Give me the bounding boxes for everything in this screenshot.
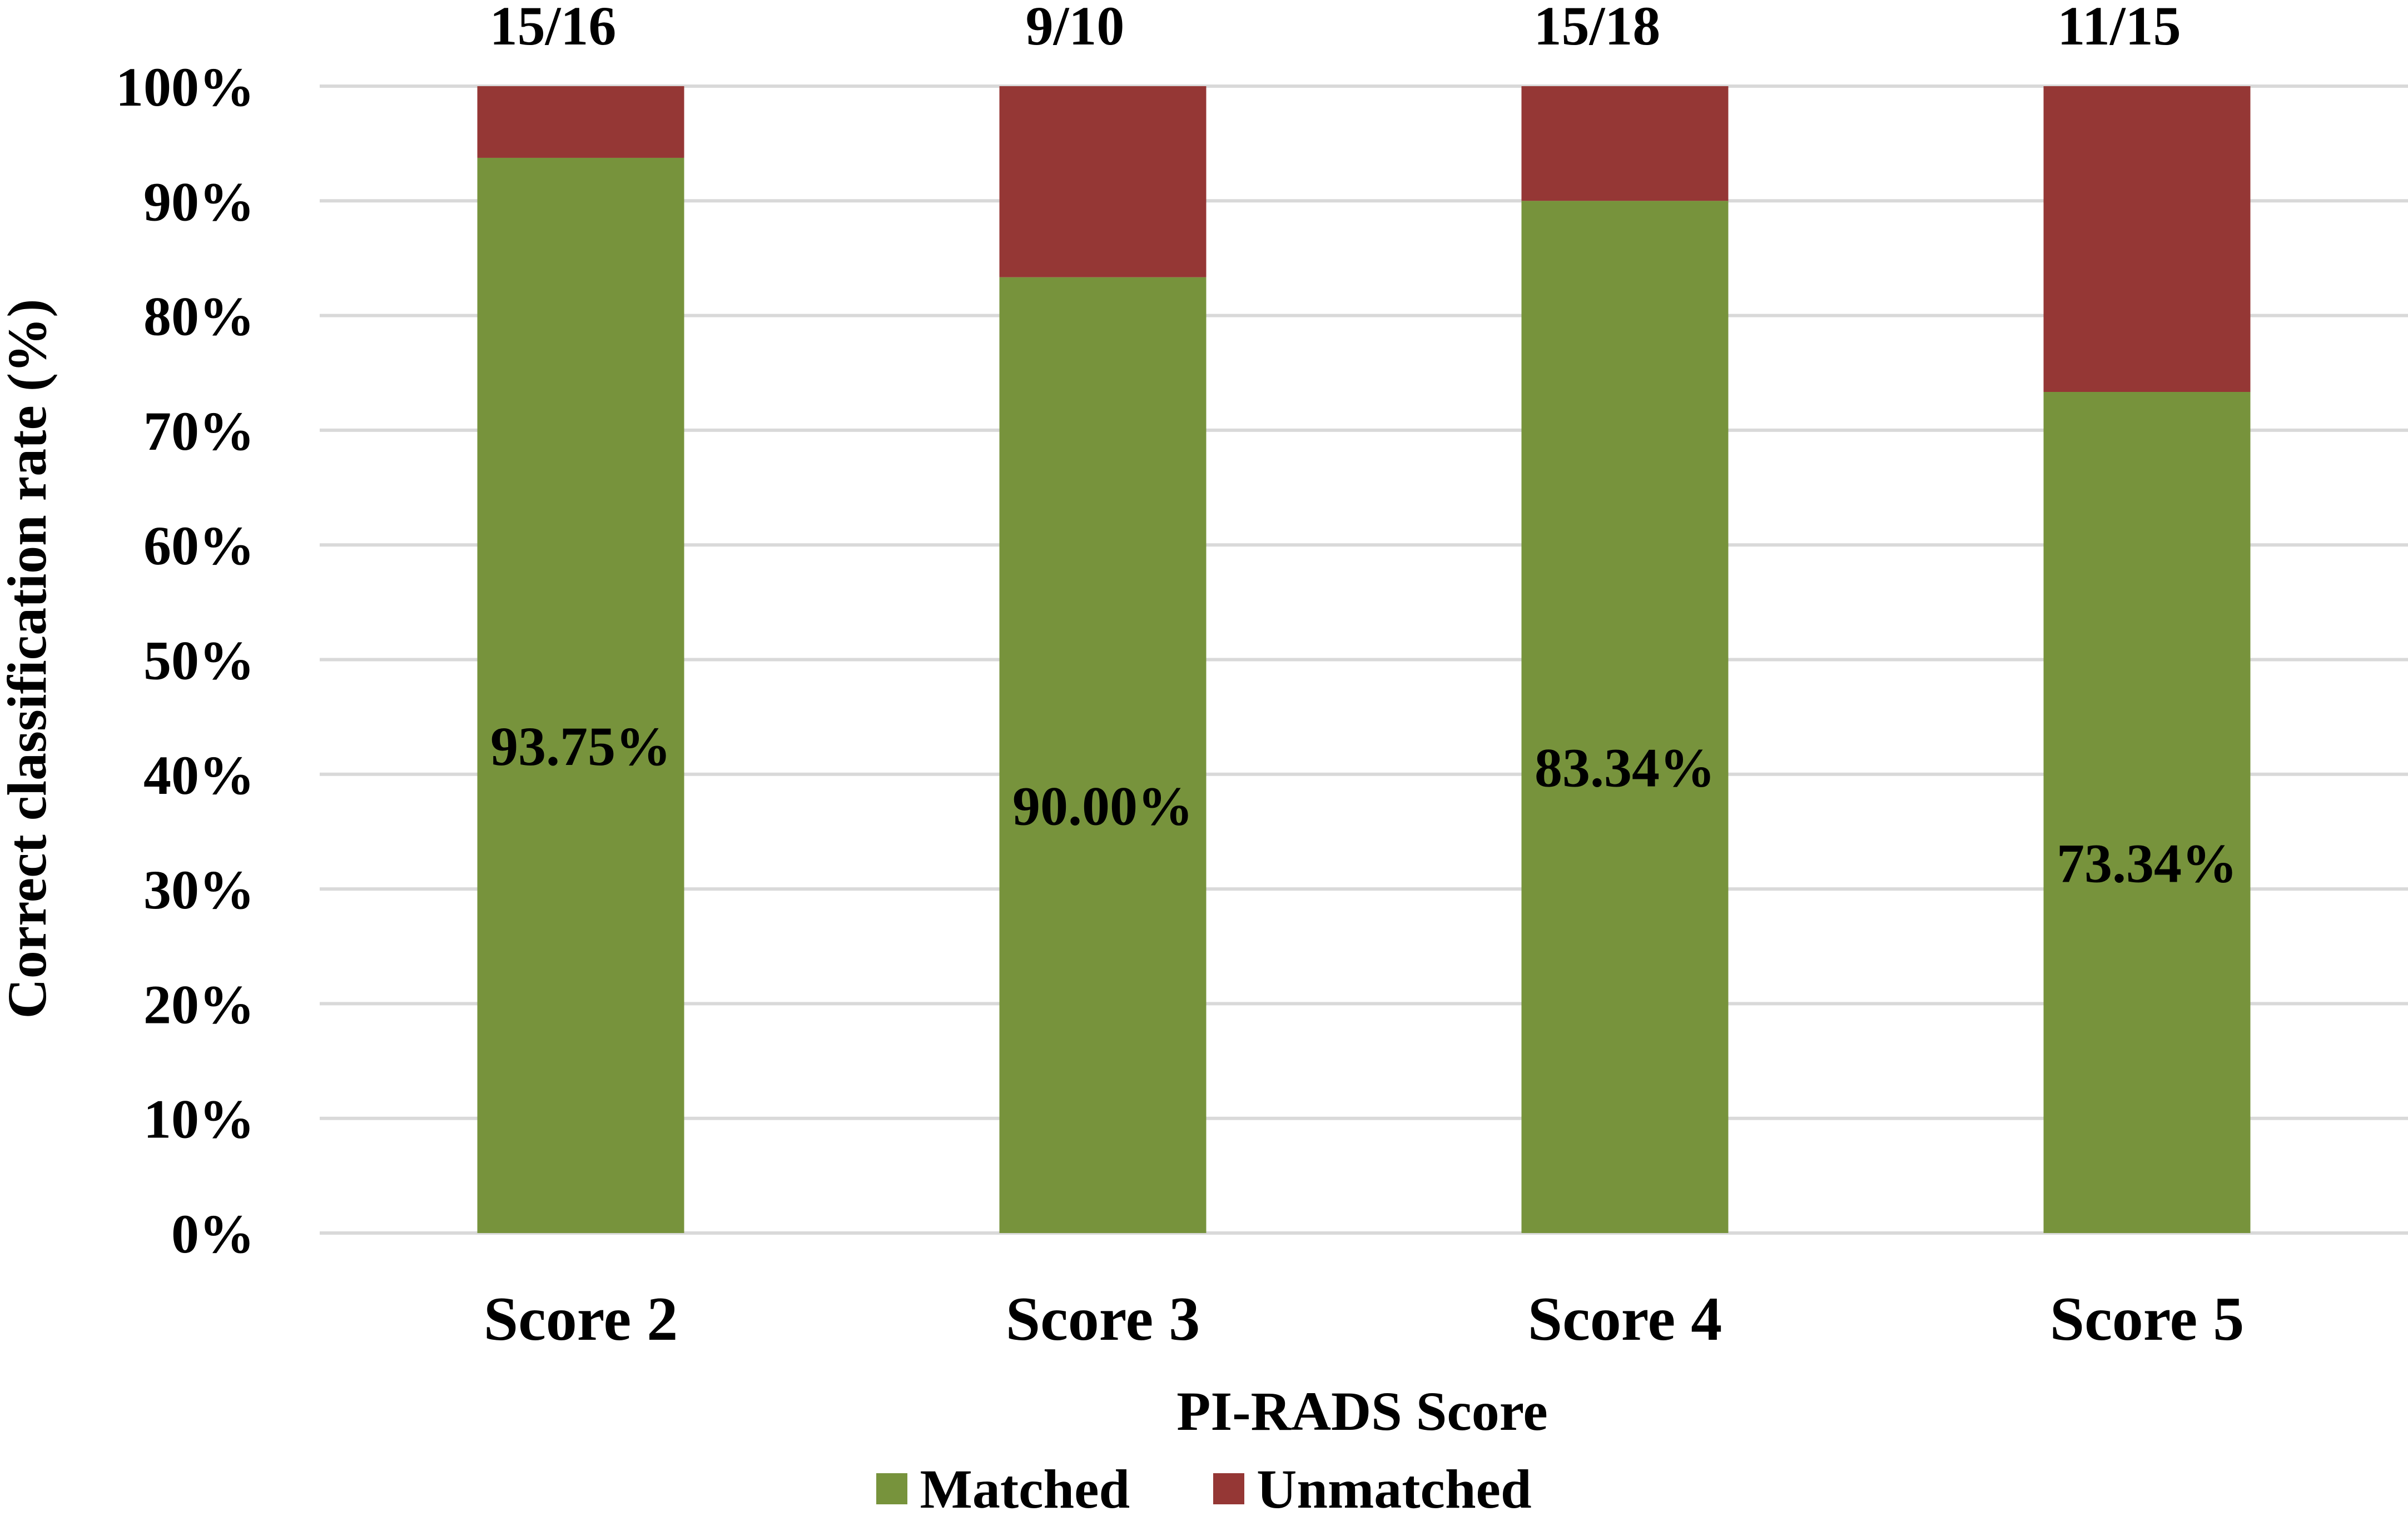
bar-labels: 93.75% 15/16 90.00% 9/10 83.34% 15/18 73.34% 11… [490,0,2237,894]
x-tick-label: Score 4 [1528,1285,1722,1354]
legend-swatch-matched [876,1473,908,1504]
bar-matched [477,157,684,1233]
y-tick-label: 90% [143,171,255,232]
bar-unmatched [2043,86,2251,392]
bars [477,86,2251,1233]
data-label: 93.75% [490,715,671,777]
bar-unmatched [999,86,1207,277]
bar-unmatched [477,86,684,158]
legend-label-matched: Matched [920,1458,1130,1520]
x-tick-label: Score 2 [484,1285,678,1354]
bar-matched [999,277,1207,1233]
y-tick-label: 50% [143,630,255,692]
bar-unmatched [1521,86,1729,201]
y-axis-title: Correct classification rate (%) [0,299,58,1019]
bar-matched [2043,391,2251,1233]
x-axis-tick-labels: Score 2 Score 3 Score 4 Score 5 [484,1285,2244,1354]
y-tick-label: 10% [143,1088,255,1150]
top-label: 15/16 [490,0,617,57]
y-tick-label: 100% [116,56,255,118]
y-tick-label: 60% [143,515,255,576]
y-tick-label: 30% [143,859,255,921]
bar-matched [1521,201,1729,1233]
top-label: 9/10 [1026,0,1125,57]
legend-label-unmatched: Unmatched [1257,1458,1532,1520]
top-label: 11/15 [2057,0,2181,57]
y-tick-label: 20% [143,973,255,1035]
y-tick-label: 70% [143,400,255,462]
y-tick-label: 80% [143,286,255,347]
y-axis-tick-labels: 0% 10% 20% 30% 40% 50% 60% 70% 80% 90% 100% [116,56,255,1265]
x-axis-title: PI-RADS Score [1176,1380,1548,1442]
x-tick-label: Score 3 [1006,1285,1200,1354]
y-tick-label: 40% [143,744,255,806]
data-label: 83.34% [1535,737,1715,799]
legend-item-matched: Matched [876,1457,1130,1521]
x-tick-label: Score 5 [2050,1285,2244,1354]
y-tick-label: 0% [171,1203,255,1265]
data-label: 90.00% [1012,775,1193,837]
top-label: 15/18 [1534,0,1661,57]
legend-swatch-unmatched [1213,1473,1245,1504]
legend: Matched Unmatched [0,1458,2408,1520]
data-label: 73.34% [2057,832,2237,894]
legend-item-unmatched: Unmatched [1213,1457,1532,1521]
